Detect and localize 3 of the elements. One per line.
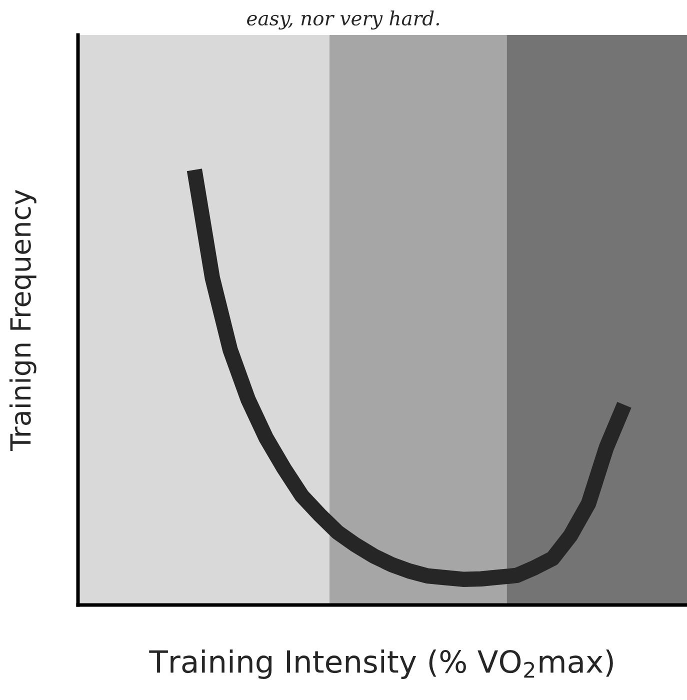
y-axis-title: Trainign Frequency [9, 190, 36, 452]
chart-title: easy, nor very hard. [247, 10, 439, 30]
x-axis-title: Training Intensity (% VO$_{2}$max) [149, 649, 613, 680]
